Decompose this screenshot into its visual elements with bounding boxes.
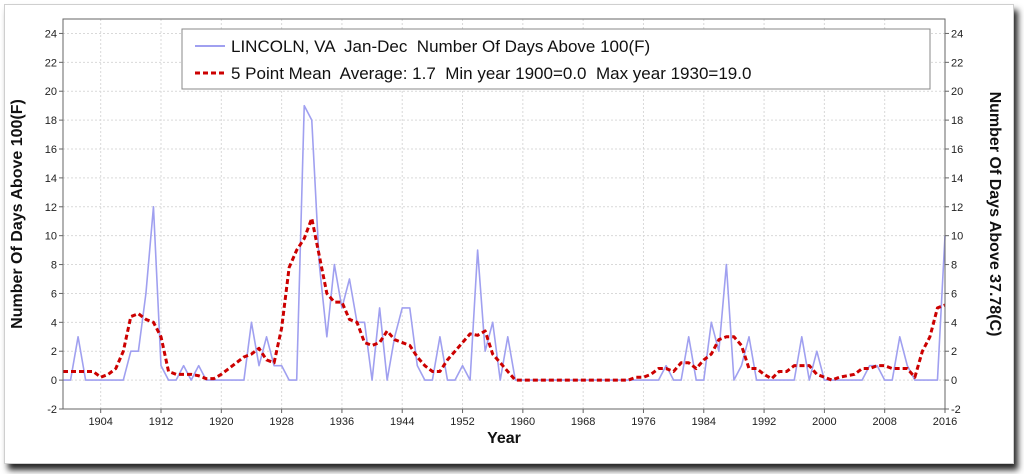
y-tick-label-right: 10 [951,231,963,243]
y-tick-label-right: 8 [951,260,957,272]
y-tick-label-left: 14 [45,173,57,185]
x-tick-label: 1984 [692,416,716,428]
x-tick-label: 1904 [88,416,112,428]
x-tick-label: 2000 [812,416,836,428]
x-axis-ticks: 1904 1912 1920 1928 1936 1944 1952 1960 1968 1976… [88,409,957,428]
y-tick-label-right: 22 [951,57,963,69]
y-tick-label-right: 6 [951,288,957,300]
y-tick-label-right: 14 [951,173,963,185]
y-tick-label-right: 12 [951,202,963,214]
x-tick-label: 1992 [752,416,776,428]
y-tick-label-left: -2 [47,404,57,416]
y-tick-label-right: 16 [951,144,963,156]
y-tick-label-right: 2 [951,346,957,358]
y-tick-label-left: 8 [51,260,57,272]
plot-border [62,18,946,410]
x-axis-title: Year [487,430,521,447]
y-tick-label-left: 6 [51,288,57,300]
x-tick-label: 1912 [149,416,173,428]
y-tick-label-left: 10 [45,231,57,243]
x-tick-label: 1920 [209,416,233,428]
legend-label-mean: 5 Point Mean Average: 1.7 Min year 1900=… [231,64,751,83]
x-tick-label: 1944 [390,416,414,428]
legend-box [181,28,931,90]
y-tick-label-right: 0 [951,375,957,387]
y-tick-label-right: 4 [951,317,957,329]
y-tick-label-right: 24 [951,28,963,40]
x-tick-label: 1936 [330,416,354,428]
y-tick-label-right: 20 [951,86,963,98]
x-tick-label: 2016 [933,416,957,428]
y-tick-label-left: 2 [51,346,57,358]
y-tick-label-left: 20 [45,86,57,98]
y-tick-label-left: 24 [45,28,57,40]
y-tick-label-left: 18 [45,115,57,127]
x-tick-label: 1976 [631,416,655,428]
x-tick-label: 1968 [571,416,595,428]
x-tick-label: 1928 [269,416,293,428]
x-tick-label: 1960 [511,416,535,428]
x-tick-label: 1952 [450,416,474,428]
y-axis-title-left: Number Of Days Above 100(F) [9,99,26,329]
legend-label-raw: LINCOLN, VA Jan-Dec Number Of Days Above… [231,37,650,56]
series-line-raw [63,104,946,381]
y-tick-label-left: 12 [45,202,57,214]
y-axis-title-right: Number Of Days Above 37.78(C) [986,92,1003,337]
y-tick-label-left: 4 [51,317,57,329]
legend: LINCOLN, VA Jan-Dec Number Of Days Above… [181,28,931,90]
y-tick-label-left: 0 [51,375,57,387]
y-tick-label-left: 16 [45,144,57,156]
y-tick-label-left: 22 [45,57,57,69]
y-tick-label-right: 18 [951,115,963,127]
chart-frame: -2 0 2 4 6 8 10 12 14 16 18 20 22 24 -2 0 2 4 6 8 10 12 14 16 1… [4,4,1014,464]
y-tick-label-right: -2 [951,404,961,416]
x-tick-label: 2008 [872,416,896,428]
series-layer [63,104,946,382]
